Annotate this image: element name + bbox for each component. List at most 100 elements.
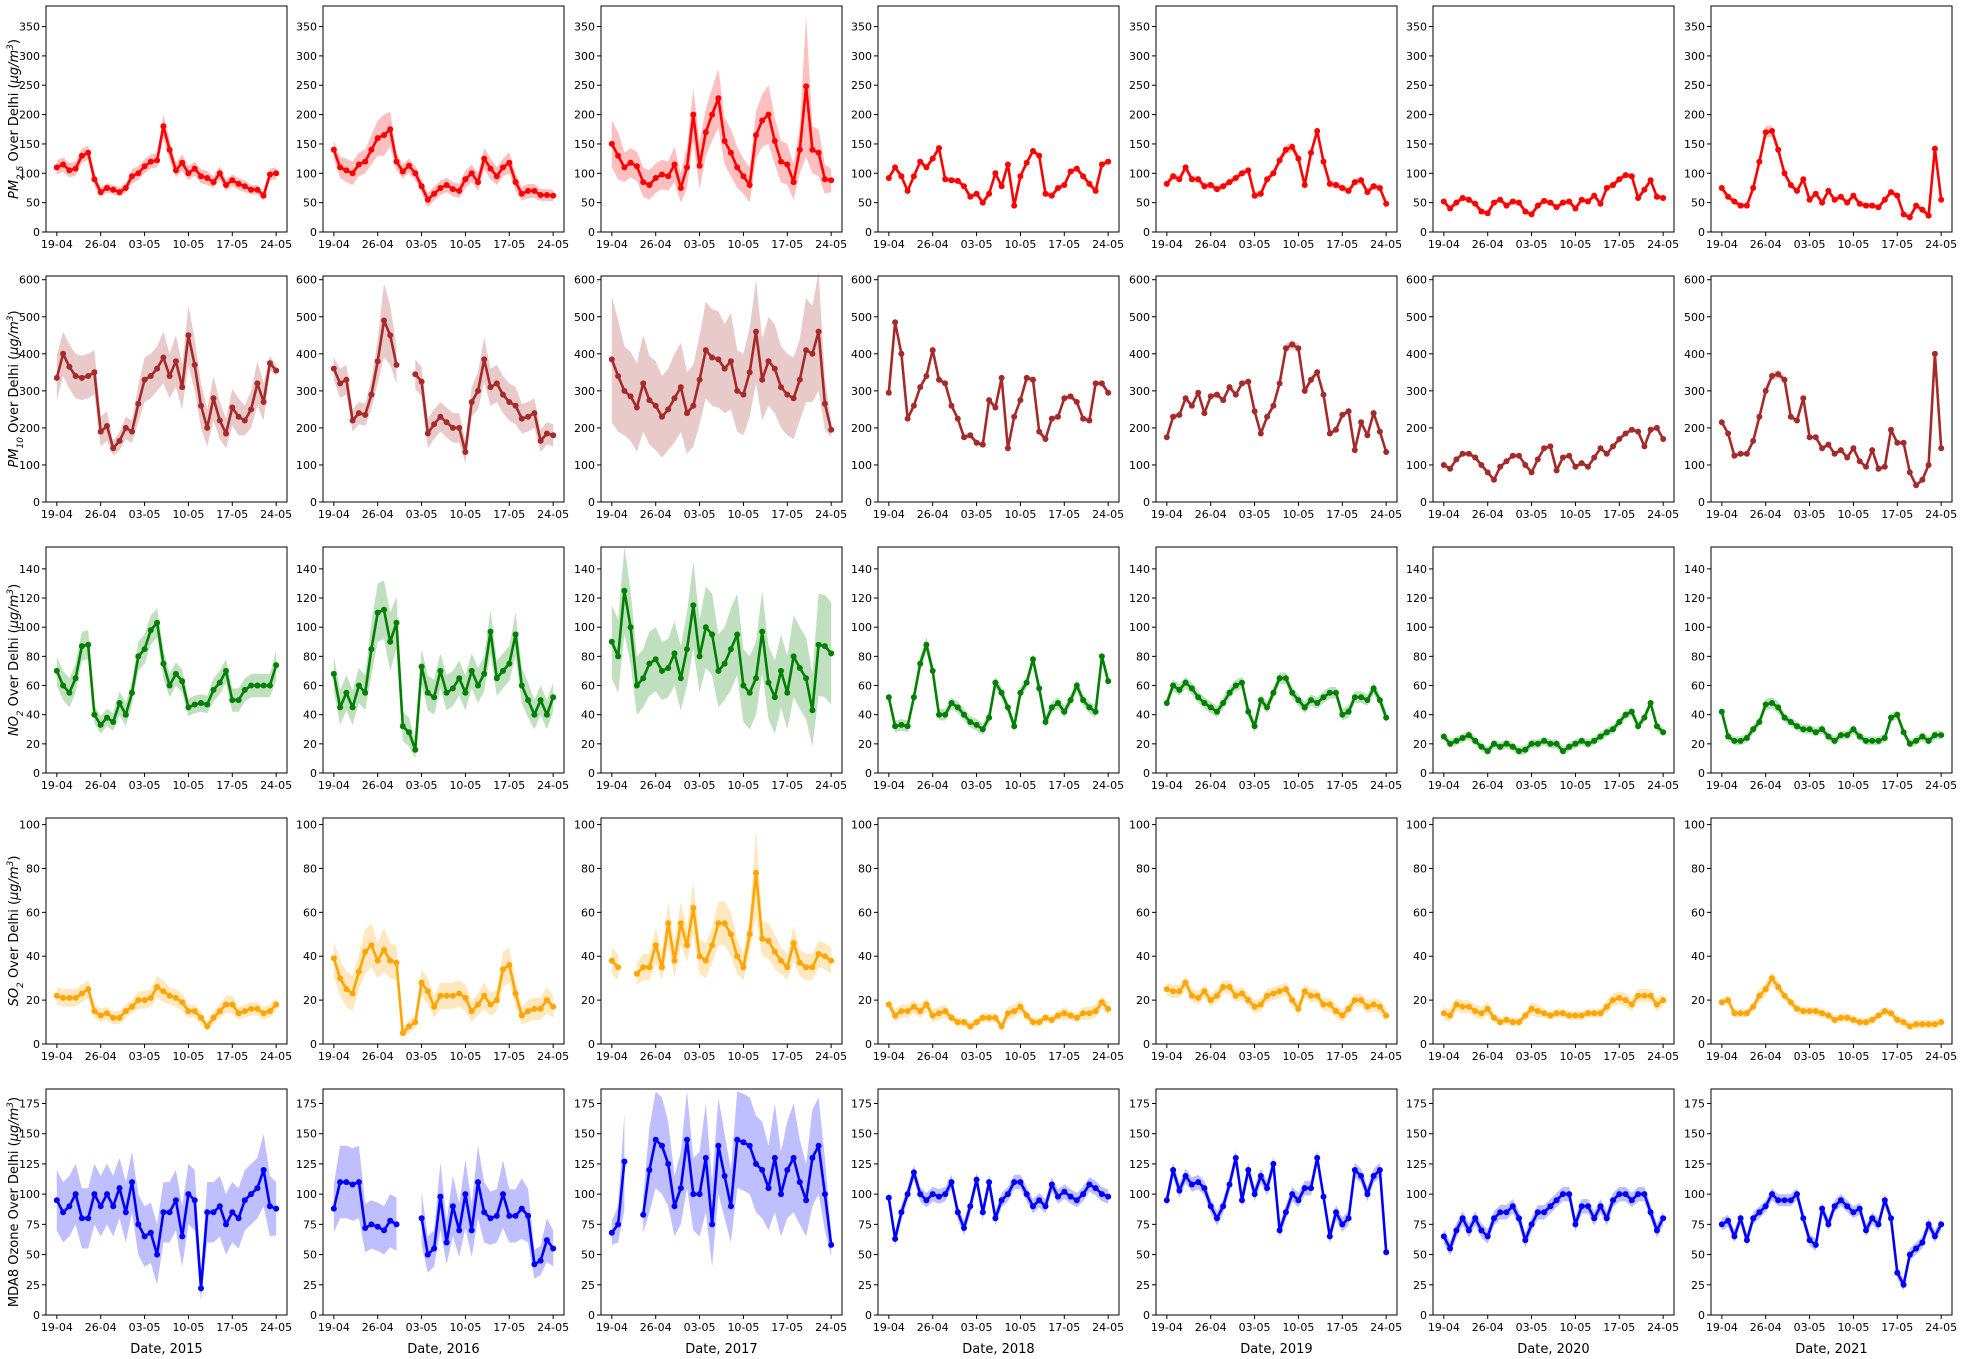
- axes-frame: [1155, 817, 1398, 1045]
- point-so2-2018-16-05: [1055, 1012, 1061, 1019]
- point-so2-2020-30-04: [1509, 1019, 1516, 1026]
- point-no2-2021-04-05: [1812, 729, 1819, 736]
- point-so2-2019-27-04: [1214, 992, 1220, 999]
- point-pm10-2016-09-05: [456, 424, 463, 431]
- point-so2-2020-04-05: [1534, 1008, 1541, 1015]
- point-pm10-2017-22-04: [627, 393, 634, 400]
- point-pm10-2021-14-05: [1875, 465, 1882, 472]
- point-pm10-2017-12-05: [753, 328, 759, 335]
- point-no2-2017-19-04: [608, 638, 615, 645]
- point-pm25-2019-27-04: [1214, 186, 1220, 193]
- y-tick-label: 40: [1691, 950, 1705, 963]
- y-tick-label: 100: [574, 819, 595, 832]
- x-tick-label: 24-05: [815, 508, 847, 521]
- point-pm10-2015-18-05: [235, 413, 242, 420]
- point-pm25-2016-01-05: [406, 162, 412, 169]
- y-tick-label: 500: [19, 311, 40, 324]
- point-no2-2019-21-04: [1176, 686, 1183, 693]
- point-pm25-2015-09-05: [179, 159, 186, 166]
- point-pm10-2017-28-04: [665, 406, 672, 413]
- point-so2-2015-22-04: [72, 994, 79, 1001]
- point-pm10-2016-24-04: [362, 411, 369, 418]
- point-ozone-2019-25-04: [1201, 1185, 1208, 1192]
- x-tick-label: 19-04: [1706, 779, 1738, 792]
- point-ozone-2018-04-05: [979, 1209, 986, 1216]
- point-pm25-2021-20-04: [1725, 193, 1732, 200]
- y-tick-label: 0: [1143, 226, 1150, 239]
- point-pm25-2019-23-05: [1376, 185, 1383, 191]
- point-pm25-2017-17-05: [784, 161, 791, 168]
- point-ozone-2020-07-05: [1553, 1197, 1560, 1204]
- point-ozone-2018-06-05: [992, 1215, 999, 1222]
- point-pm10-2015-01-05: [129, 428, 135, 435]
- point-ozone-2020-05-05: [1541, 1209, 1548, 1216]
- y-tick-label: 60: [303, 680, 317, 693]
- point-so2-2020-22-04: [1459, 1003, 1466, 1010]
- point-so2-2020-13-05: [1591, 1010, 1598, 1017]
- point-ozone-2016-15-05: [493, 1212, 500, 1219]
- point-so2-2021-13-05: [1869, 1016, 1876, 1023]
- y-tick-label: 100: [574, 167, 595, 180]
- point-pm25-2020-19-05: [1628, 173, 1635, 180]
- point-pm10-2017-16-05: [778, 384, 784, 391]
- y-tick-label: 300: [1406, 50, 1427, 63]
- point-so2-2016-14-05: [487, 1001, 494, 1008]
- point-so2-2020-05-05: [1541, 1010, 1548, 1017]
- y-tick-label: 200: [1406, 422, 1427, 435]
- x-tick-label: 10-05: [449, 238, 481, 251]
- point-no2-2017-28-04: [665, 665, 672, 671]
- axes-frame: [1432, 275, 1675, 503]
- band-ozone-2017-0: [611, 1113, 625, 1245]
- point-ozone-2021-26-04: [1762, 1203, 1769, 1210]
- point-so2-2016-10-05: [462, 994, 469, 1001]
- point-ozone-2015-04-05: [147, 1229, 154, 1236]
- y-tick-label: 40: [303, 950, 317, 963]
- point-pm10-2016-03-05: [418, 378, 425, 385]
- x-tick-label: 26-04: [1472, 238, 1504, 251]
- point-pm25-2020-02-05: [1522, 208, 1529, 215]
- y-tick-label: 0: [310, 767, 317, 780]
- x-tick-label: 17-05: [1048, 508, 1080, 521]
- point-ozone-2021-13-05: [1869, 1215, 1876, 1222]
- point-so2-2016-08-05: [449, 992, 456, 999]
- point-so2-2016-26-04: [374, 957, 381, 964]
- axes-frame: [322, 546, 565, 774]
- point-pm25-2015-12-05: [198, 173, 204, 180]
- point-ozone-2015-19-05: [241, 1197, 248, 1204]
- x-tick-label: 19-04: [596, 508, 628, 521]
- x-tick-label: 17-05: [1881, 1321, 1913, 1334]
- band-ozone-2016-0: [333, 1145, 397, 1255]
- point-so2-2015-25-04: [91, 1008, 98, 1015]
- y-tick-label: 300: [851, 385, 872, 398]
- point-pm25-2016-24-04: [362, 158, 369, 165]
- y-tick-label: 0: [588, 226, 595, 239]
- axes-frame: [1432, 546, 1675, 774]
- point-ozone-2016-16-05: [500, 1191, 506, 1198]
- point-no2-2015-21-05: [254, 682, 261, 689]
- point-pm10-2018-22-04: [904, 415, 911, 422]
- point-no2-2019-10-05: [1295, 697, 1302, 704]
- x-axis-label-2017: Date, 2017: [685, 1342, 757, 1357]
- point-so2-2019-24-04: [1195, 994, 1202, 1001]
- point-pm10-2018-19-04: [885, 389, 892, 396]
- point-ozone-2017-19-05: [796, 1179, 803, 1186]
- point-pm25-2019-05-05: [1264, 176, 1271, 183]
- point-so2-2017-28-04: [665, 920, 672, 927]
- point-no2-2020-24-04: [1472, 737, 1479, 744]
- band-pm10-2016-1: [415, 337, 554, 464]
- x-tick-label: 26-04: [917, 508, 949, 521]
- point-no2-2018-01-05: [961, 711, 967, 718]
- point-pm25-2020-12-05: [1585, 198, 1591, 205]
- point-pm25-2020-03-05: [1528, 211, 1535, 218]
- point-ozone-2020-16-05: [1610, 1197, 1616, 1204]
- x-tick-label: 17-05: [493, 1321, 525, 1334]
- point-no2-2020-29-04: [1503, 740, 1510, 747]
- x-tick-label: 17-05: [493, 238, 525, 251]
- point-ozone-2017-13-05: [759, 1167, 766, 1173]
- point-ozone-2020-03-05: [1528, 1221, 1535, 1228]
- point-ozone-2017-12-05: [753, 1160, 759, 1167]
- point-so2-2017-19-05: [796, 959, 803, 966]
- point-so2-2021-21-04: [1731, 1010, 1738, 1017]
